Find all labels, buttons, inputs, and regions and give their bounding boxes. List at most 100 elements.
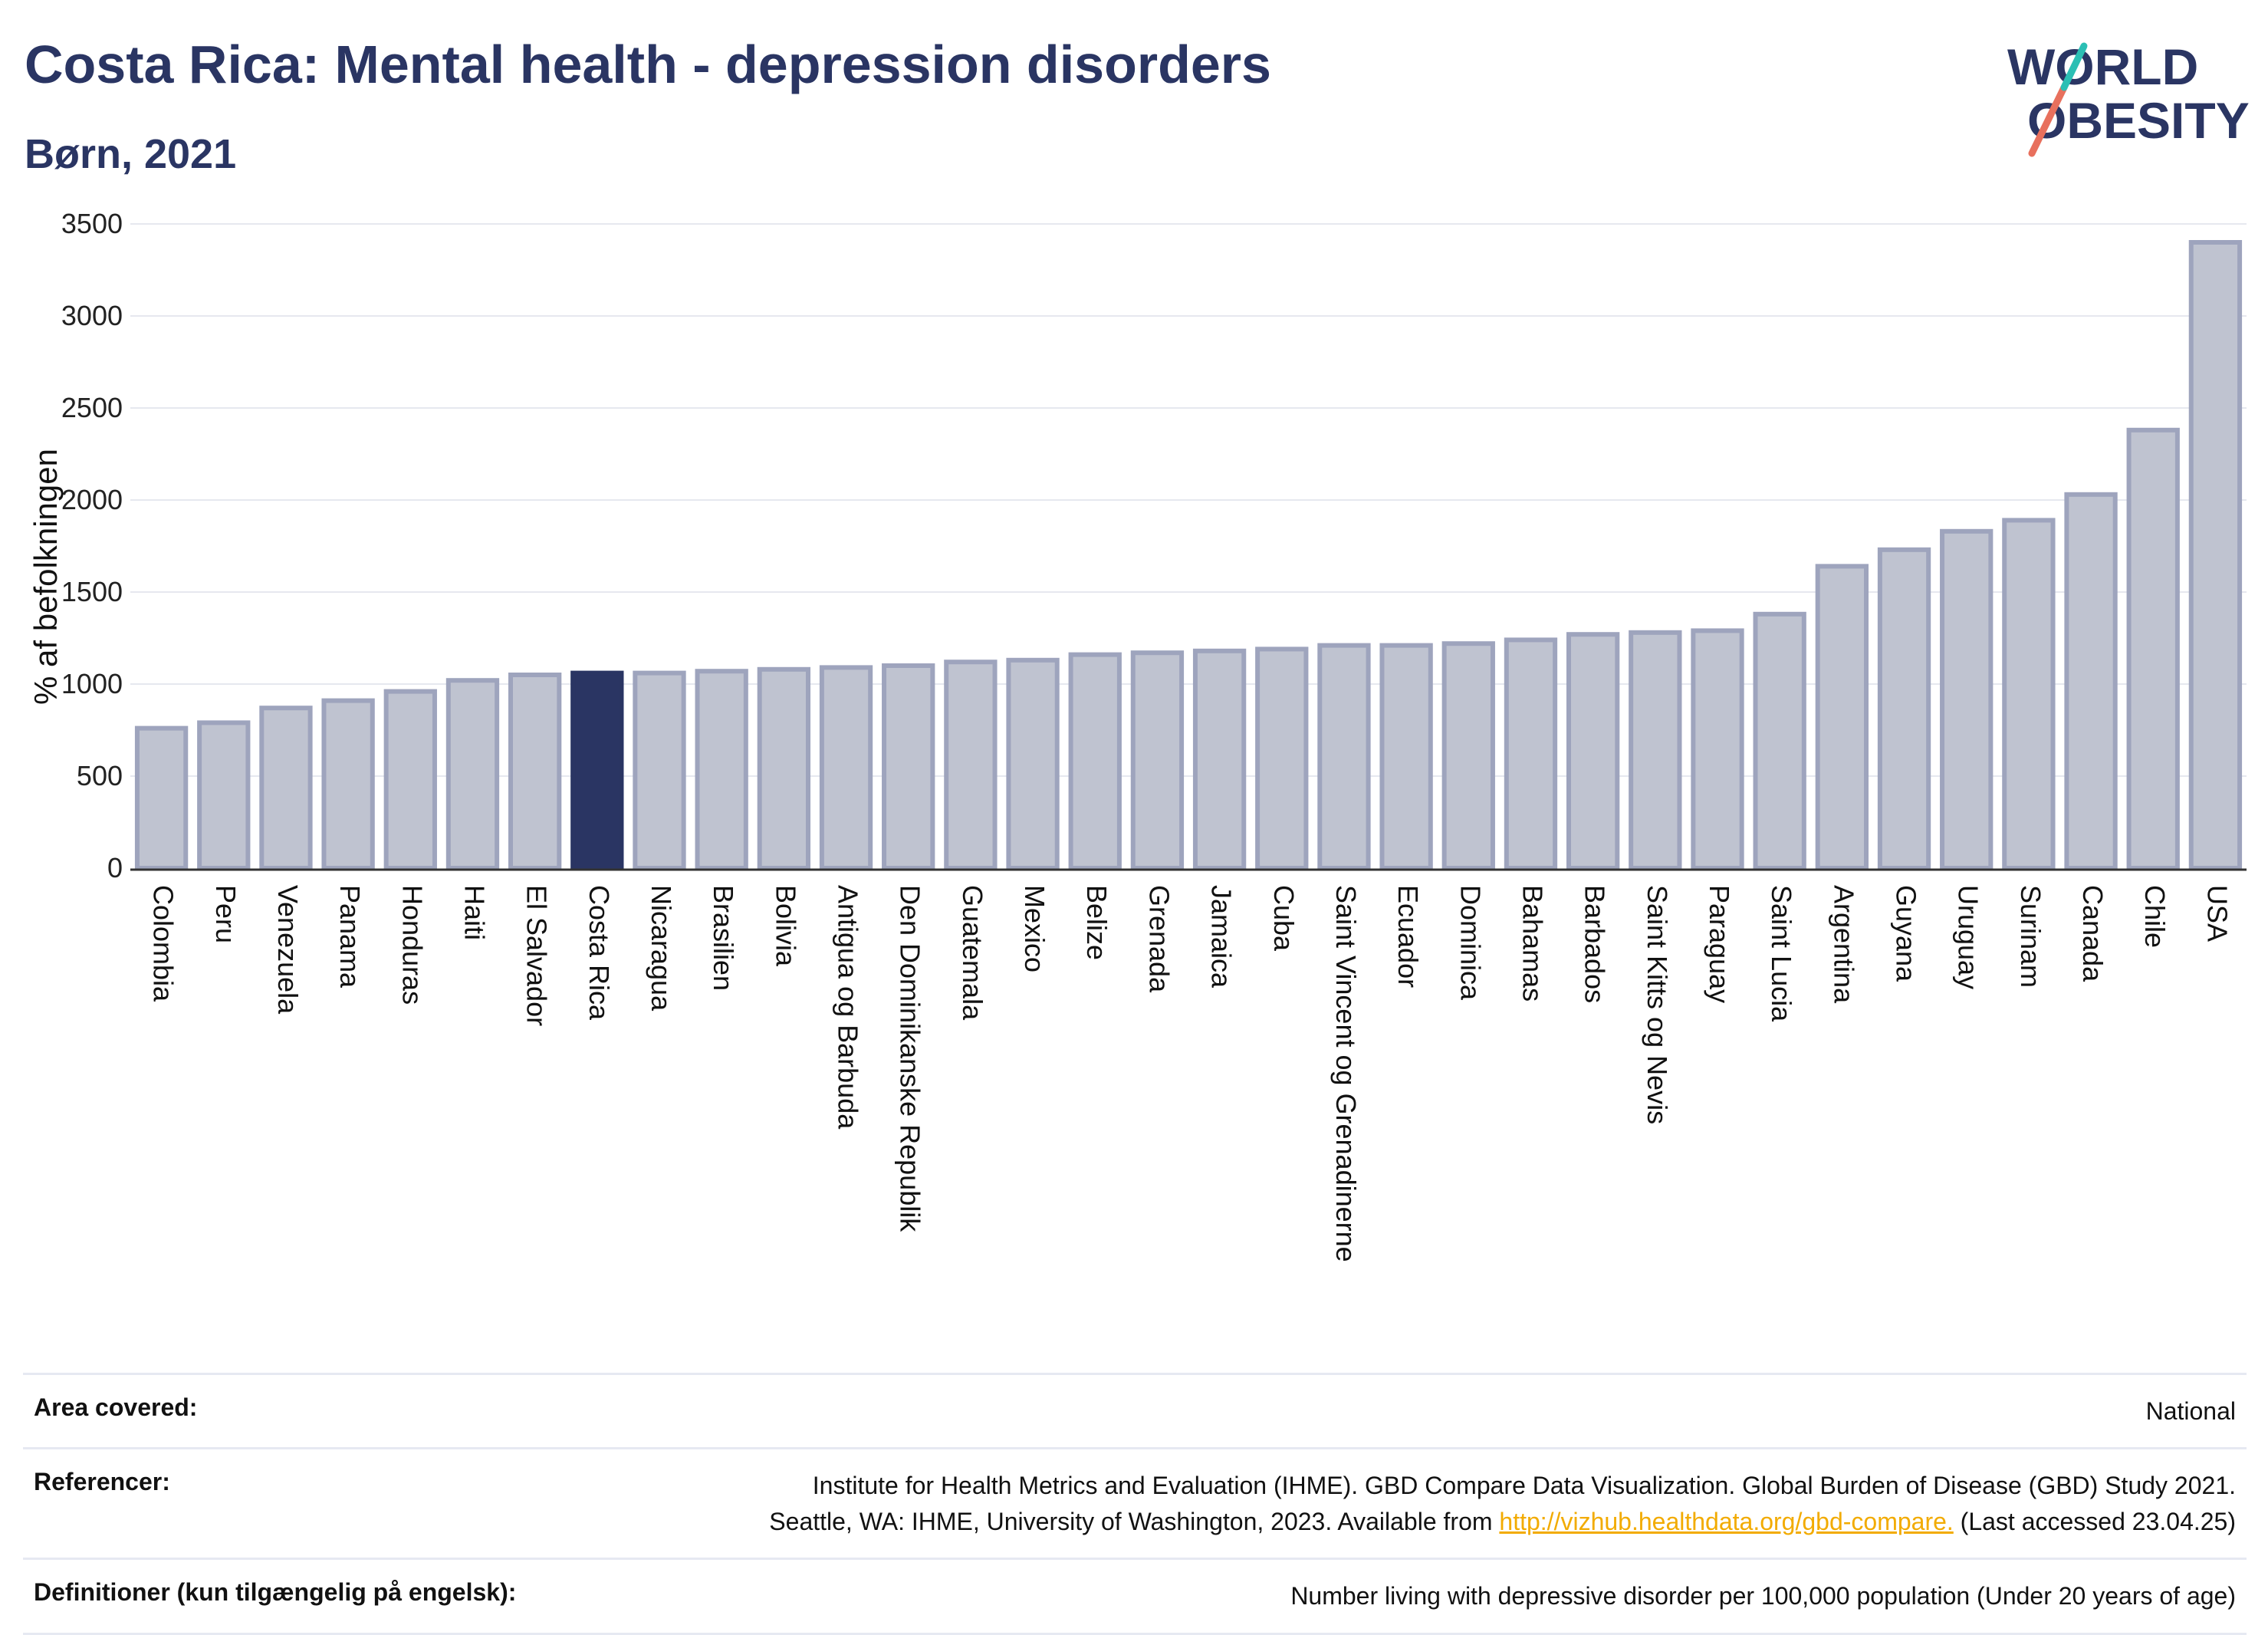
x-tick-label: Antigua og Barbuda	[833, 885, 864, 1130]
bar-colombia	[134, 725, 189, 870]
x-tick-label: Canada	[2077, 885, 2109, 982]
y-tick-label: 1000	[61, 668, 123, 699]
x-tick-label: Saint Kitts og Nevis	[1642, 885, 1673, 1124]
reference-line-1: Institute for Health Metrics and Evaluat…	[812, 1472, 2236, 1500]
chart-subtitle: Børn, 2021	[25, 131, 237, 177]
bar-panama	[321, 698, 375, 870]
meta-value-references: Institute for Health Metrics and Evaluat…	[769, 1468, 2236, 1539]
bar-mexico	[1006, 657, 1060, 870]
reference-link[interactable]: http://vizhub.healthdata.org/gbd-compare…	[1499, 1507, 1954, 1535]
reference-line-2-prefix: Seattle, WA: IHME, University of Washing…	[769, 1507, 1500, 1535]
meta-row-area: Area covered: National	[23, 1373, 2247, 1447]
bar-costa-rica	[570, 670, 624, 870]
x-tick-label: Ecuador	[1392, 885, 1424, 988]
meta-row-definitions: Definitioner (kun tilgængelig på engelsk…	[23, 1558, 2247, 1635]
x-axis-labels: Colombia Peru Venezuela Panama Honduras Haiti…	[148, 885, 2233, 1262]
x-tick-label: Argentina	[1828, 885, 1859, 1004]
bar-peru	[197, 720, 251, 871]
bar-cuba	[1255, 646, 1309, 871]
x-tick-label: El Salvador	[521, 885, 553, 1026]
logo-text-world: WORLD	[2007, 38, 2198, 95]
x-tick-label: Uruguay	[1953, 885, 1984, 989]
chart-title: Costa Rica: Mental health - depression d…	[25, 35, 1271, 94]
metadata-table: Area covered: National Referencer: Insti…	[23, 1373, 2247, 1635]
x-tick-label: Chile	[2139, 885, 2171, 948]
bar-usa	[2188, 240, 2243, 870]
x-tick-label: Brasilien	[708, 885, 739, 991]
y-tick-label: 0	[107, 852, 123, 883]
logo-slash-red	[2028, 84, 2068, 157]
bar-canada	[2064, 492, 2118, 870]
reference-line-2-suffix: (Last accessed 23.04.25)	[1953, 1507, 2236, 1535]
bar-bolivia	[757, 666, 811, 870]
x-tick-label: Haiti	[459, 885, 490, 940]
bar-el-salvador	[508, 673, 562, 870]
bar-bahamas	[1504, 637, 1558, 871]
x-tick-label: Belize	[1081, 885, 1113, 960]
meta-key-references: Referencer:	[34, 1468, 170, 1496]
logo-text-obesity: OBESITY	[2027, 92, 2250, 149]
bar-nicaragua	[633, 670, 686, 870]
x-tick-label: Surinam	[2015, 885, 2046, 988]
bar-honduras	[383, 689, 437, 870]
bar-antigua-og-barbuda	[819, 665, 873, 871]
y-tick-label: 2500	[61, 392, 123, 423]
meta-value-definitions: Number living with depressive disorder p…	[1290, 1582, 2236, 1610]
bar-surinam	[2002, 518, 2056, 871]
bar-argentina	[1815, 564, 1869, 871]
x-tick-label: Jamaica	[1206, 885, 1238, 989]
y-tick-label: 500	[77, 760, 123, 791]
bar-saint-kitts-og-nevis	[1629, 630, 1682, 870]
x-tick-label: Barbados	[1579, 885, 1611, 1003]
bar-grenada	[1130, 650, 1185, 870]
world-obesity-logo: WORLD OBESITY	[2007, 38, 2250, 157]
x-tick-label: Paraguay	[1704, 885, 1735, 1003]
bar-guyana	[1877, 547, 1931, 870]
x-tick-label: Honduras	[396, 885, 428, 1005]
x-tick-label: Colombia	[148, 885, 179, 1002]
meta-value-area: National	[2145, 1397, 2236, 1425]
x-tick-label: Den Dominikanske Republik	[895, 885, 926, 1232]
x-tick-label: Mexico	[1019, 885, 1050, 972]
x-tick-label: Costa Rica	[583, 885, 615, 1021]
bar-chart: 0 500 1000 1500 2000 2500 3000 3500 Colombia Per…	[28, 208, 2247, 1262]
x-tick-label: Venezuela	[272, 885, 304, 1015]
x-tick-label: Cuba	[1268, 885, 1300, 952]
bar-uruguay	[1940, 528, 1994, 870]
bar-brasilien	[695, 669, 748, 870]
x-tick-label: USA	[2201, 885, 2233, 942]
bars	[134, 240, 2243, 871]
y-tick-label: 3500	[61, 208, 123, 239]
y-tick-label: 3000	[61, 300, 123, 331]
x-tick-label: Saint Lucia	[1766, 885, 1797, 1022]
y-tick-label: 2000	[61, 484, 123, 515]
x-tick-label: Saint Vincent og Grenadinerne	[1330, 885, 1362, 1262]
logo-slash-teal	[2060, 42, 2088, 91]
bar-saint-lucia	[1753, 611, 1806, 870]
x-tick-label: Guatemala	[957, 885, 988, 1021]
bar-dominica	[1441, 641, 1495, 870]
bar-guatemala	[944, 660, 998, 870]
x-tick-label: Dominica	[1454, 885, 1486, 1001]
meta-row-references: Referencer: Institute for Health Metrics…	[23, 1447, 2247, 1558]
y-tick-label: 1500	[61, 576, 123, 607]
bar-saint-vincent-og-grenadinerne	[1317, 643, 1371, 870]
x-tick-label: Panama	[334, 885, 366, 989]
bar-belize	[1068, 652, 1122, 870]
bar-chile	[2126, 427, 2180, 870]
bar-paraguay	[1691, 628, 1744, 871]
x-tick-label: Peru	[210, 885, 242, 943]
bar-ecuador	[1379, 643, 1433, 870]
meta-key-definitions: Definitioner (kun tilgængelig på engelsk…	[34, 1578, 517, 1607]
meta-key-area: Area covered:	[34, 1393, 198, 1421]
x-tick-label: Bolivia	[770, 885, 801, 967]
bar-barbados	[1566, 632, 1620, 870]
bar-venezuela	[259, 706, 313, 871]
bar-haiti	[445, 678, 500, 871]
bar-den-dominikanske-republik	[882, 663, 935, 870]
x-tick-label: Bahamas	[1517, 885, 1548, 1002]
x-tick-label: Grenada	[1143, 885, 1175, 993]
y-axis-ticks: 0 500 1000 1500 2000 2500 3000 3500	[61, 208, 123, 883]
x-tick-label: Nicaragua	[646, 885, 677, 1012]
y-axis-title: % af befolkningen	[28, 449, 64, 705]
